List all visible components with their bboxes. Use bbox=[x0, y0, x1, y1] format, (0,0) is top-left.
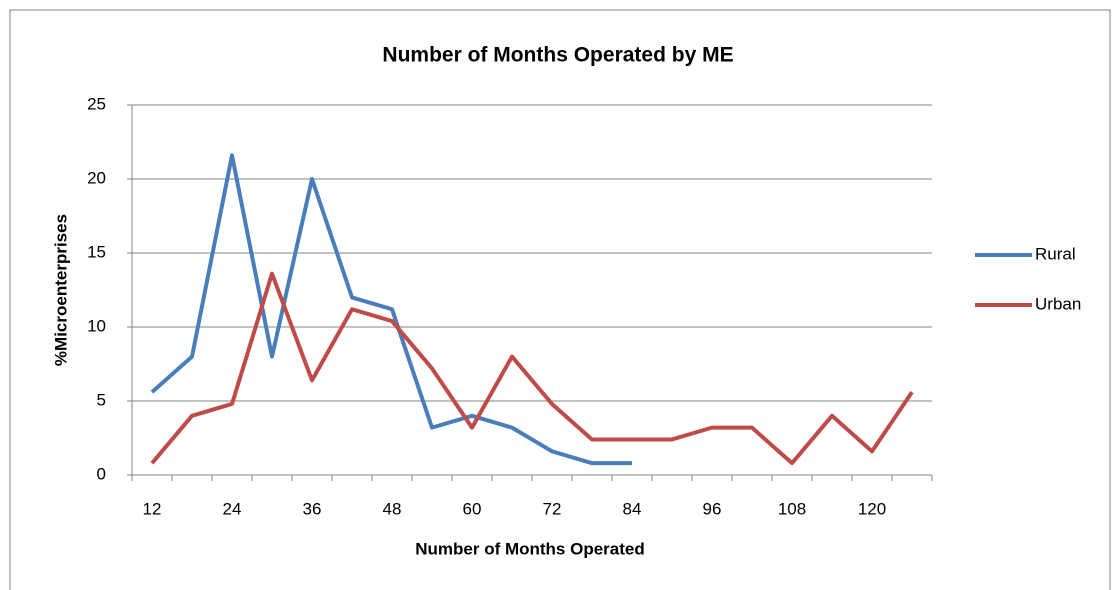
x-tick-label: 24 bbox=[223, 499, 242, 518]
x-tick-label: 96 bbox=[703, 499, 722, 518]
y-tick-label: 0 bbox=[97, 464, 106, 483]
x-tick-label: 108 bbox=[778, 499, 806, 518]
chart-title: Number of Months Operated by ME bbox=[382, 44, 733, 67]
y-tick-label: 5 bbox=[97, 390, 106, 409]
series-line bbox=[150, 153, 632, 466]
legend-label: Urban bbox=[1035, 294, 1081, 313]
y-tick-label: 25 bbox=[87, 94, 106, 113]
x-tick-label: 84 bbox=[623, 499, 642, 518]
y-axis-label: %Microenterprises bbox=[51, 214, 70, 366]
y-tick-label: 15 bbox=[87, 242, 106, 261]
legend-label: Rural bbox=[1035, 244, 1076, 263]
y-tick-label: 10 bbox=[87, 316, 106, 335]
y-tick-label: 20 bbox=[87, 168, 106, 187]
x-tick-label: 48 bbox=[383, 499, 402, 518]
x-tick-label: 60 bbox=[463, 499, 482, 518]
x-tick-label: 72 bbox=[543, 499, 562, 518]
chart-border bbox=[9, 9, 1111, 590]
x-tick-label: 120 bbox=[858, 499, 886, 518]
x-tick-label: 36 bbox=[303, 499, 322, 518]
x-tick-label: 12 bbox=[143, 499, 162, 518]
x-axis-label: Number of Months Operated bbox=[415, 539, 645, 558]
series-line bbox=[150, 271, 914, 466]
